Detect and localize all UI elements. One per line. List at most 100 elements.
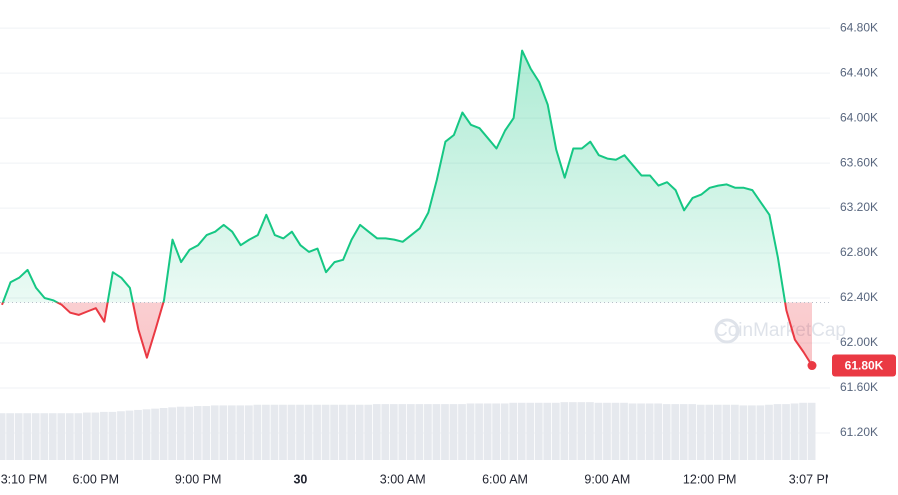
y-tick-label: 64.80K [840,20,878,34]
volume-bar [765,404,773,460]
volume-bar [441,404,449,460]
volume-bar [398,404,407,460]
volume-bar [364,404,373,460]
volume-bar [671,404,680,460]
volume-bar [347,404,356,460]
watermark-logo [714,318,740,344]
volume-bar [569,402,577,460]
volume-bar [654,403,662,460]
volume-bar [645,403,654,460]
volume-bar [372,404,381,460]
volume-bar [424,404,432,460]
y-tick-label: 63.60K [840,155,878,169]
volume-bar [219,405,228,460]
volume-bar [483,403,492,460]
volume-bar [586,402,594,460]
volume-bar [57,413,66,460]
volume-bar [185,406,194,460]
volume-bar [415,404,424,460]
volume-bar [628,403,637,460]
volume-bar [108,411,117,460]
volume-bar [748,405,756,460]
volume-bar [603,402,611,460]
volume-bar [40,413,49,460]
volume-bar [91,412,100,460]
volume-bar [262,404,270,460]
volume-bar [492,403,500,460]
volume-bar [500,403,509,460]
volume-bar [637,403,645,460]
volume-bar [688,404,697,460]
volume-bar [142,409,151,460]
x-tick-label: 30 [293,472,307,486]
volume-bar [722,404,731,460]
volume-bar [100,411,108,460]
volume-bar [176,406,185,460]
volume-bar [245,405,253,460]
volume-bar [227,405,236,460]
volume-bar [296,404,304,460]
y-tick-label: 61.60K [840,380,878,394]
y-tick-label: 62.00K [840,335,878,349]
volume-bar [534,402,543,460]
volume-bar [31,413,40,460]
x-tick-label: 3:07 PM [789,472,836,486]
volume-bar [279,404,287,460]
volume-bar [6,413,14,460]
last-price-box [832,354,896,377]
volume-bar [355,404,364,460]
volume-bar [381,404,390,460]
y-tick-label: 62.40K [840,290,878,304]
volume-bar [14,413,23,460]
line-up [1,49,787,303]
volume-bar [253,404,262,460]
volume-bar [304,404,313,460]
last-price-label: 61.80K [845,359,884,373]
volume-bar [560,402,569,460]
x-tick-label: 6:00 PM [73,472,120,486]
volume-bar [338,404,347,460]
volume-bar [449,404,458,460]
volume-bar [517,402,526,460]
volume-bar [620,402,628,460]
volume-bar [551,402,560,460]
y-tick-label: 64.00K [840,110,878,124]
x-axis: 3:10 PM 6:00 PM 9:00 PM 30 3:00 AM 6:00 AM 9:0… [1,472,836,486]
volume-bar [270,404,279,460]
x-tick-label: 9:00 AM [584,472,630,486]
area-up [2,50,786,303]
area-down [2,302,812,366]
x-tick-label: 3:10 PM [1,472,48,486]
volume-bar [475,403,483,460]
y-tick-label: 62.80K [840,245,878,259]
price-line [0,49,830,371]
volume-bar [287,404,296,460]
volume-bar [713,404,722,460]
volume-bar [48,413,57,460]
last-point [807,361,817,371]
volume-bar [159,408,168,460]
volume-bar [330,404,338,460]
volume-bar [705,404,714,460]
volume-bar [389,404,398,460]
volume-bar [773,404,782,460]
volume-bar [193,406,202,460]
volume-bar [74,413,83,460]
volume-bar [731,404,739,460]
volume-bar [807,402,816,460]
volume-bar [790,403,799,460]
y-tick-label: 61.20K [840,425,878,439]
volume-bar [543,402,552,460]
volume-bar [125,410,134,460]
volume-bar [466,403,475,460]
volume-bar [756,405,765,460]
volume-bar [739,405,748,460]
x-tick-label: 6:00 AM [482,472,528,486]
volume-bar [134,409,142,460]
volume-bar [509,402,518,460]
volume-bar [236,405,245,460]
volume-bar [23,413,32,460]
volume-bar [696,404,705,460]
volume-bar [313,404,321,460]
